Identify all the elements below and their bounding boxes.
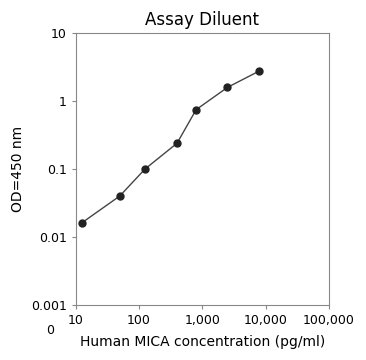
Title: Assay Diluent: Assay Diluent xyxy=(145,11,259,29)
Text: 0: 0 xyxy=(46,324,55,337)
Y-axis label: OD=450 nm: OD=450 nm xyxy=(11,126,25,212)
X-axis label: Human MICA concentration (pg/ml): Human MICA concentration (pg/ml) xyxy=(80,335,325,349)
